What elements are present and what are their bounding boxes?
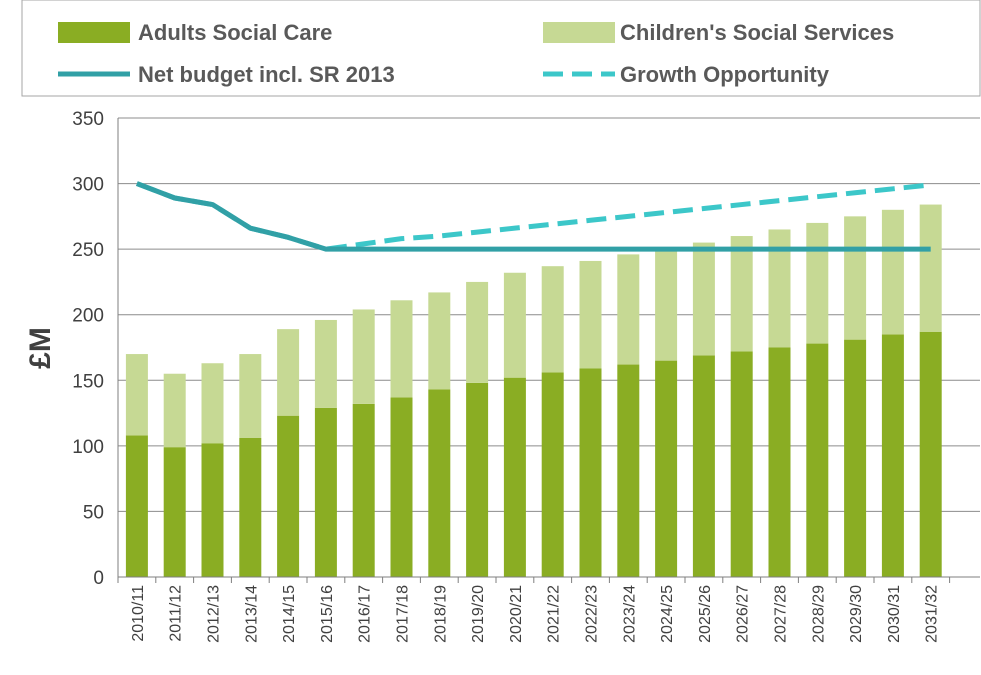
y-axis-label: £M	[24, 327, 57, 369]
x-tick-label: 2028/29	[810, 585, 827, 643]
bar-childrens-social-services	[503, 272, 526, 378]
bar-childrens-social-services	[466, 281, 489, 383]
bar-adults-social-care	[919, 331, 942, 577]
bar-childrens-social-services	[125, 354, 148, 436]
bar-adults-social-care	[881, 334, 904, 577]
x-tick-label: 2027/28	[773, 585, 790, 643]
bar-adults-social-care	[125, 435, 148, 577]
bar-adults-social-care	[314, 407, 337, 577]
bar-adults-social-care	[806, 343, 829, 577]
x-tick-label: 2020/21	[508, 585, 525, 643]
bar-childrens-social-services	[239, 354, 262, 438]
bar-childrens-social-services	[390, 300, 413, 398]
x-tick-label: 2016/17	[357, 585, 374, 643]
x-tick-label: 2019/20	[470, 585, 487, 643]
y-tick-label: 150	[72, 371, 104, 392]
x-tick-label: 2026/27	[735, 585, 752, 643]
x-tick-label: 2011/12	[168, 585, 185, 642]
bar-childrens-social-services	[730, 236, 753, 352]
x-tick-label: 2031/32	[924, 585, 941, 643]
x-tick-label: 2017/18	[395, 585, 412, 643]
bar-adults-social-care	[692, 355, 715, 577]
y-tick-label: 250	[72, 240, 104, 261]
bar-adults-social-care	[541, 372, 564, 577]
axes	[117, 118, 980, 583]
x-tick-label: 2015/16	[319, 585, 336, 643]
bar-adults-social-care	[844, 339, 867, 577]
bar-childrens-social-services	[314, 319, 337, 408]
bar-adults-social-care	[579, 368, 602, 577]
line-net-budget	[136, 181, 931, 252]
bar-adults-social-care	[655, 360, 678, 577]
x-tick-label: 2024/25	[659, 585, 676, 643]
legend-label-net-budget: Net budget incl. SR 2013	[138, 62, 395, 87]
legend-swatch-children	[543, 22, 615, 43]
bar-childrens-social-services	[352, 309, 375, 404]
bar-adults-social-care	[277, 415, 300, 577]
bar-childrens-social-services	[201, 363, 224, 444]
legend-box	[21, 0, 981, 97]
bar-childrens-social-services	[541, 266, 564, 373]
x-tick-label: 2012/13	[206, 585, 223, 643]
bar-childrens-social-services	[768, 229, 791, 348]
bar-adults-social-care	[163, 447, 186, 577]
bar-childrens-social-services	[428, 292, 451, 390]
y-tick-label: 50	[83, 502, 104, 523]
x-tick-labels: 2010/11 2011/12 2012/13 2013/14 2014/15 2015/…	[130, 585, 941, 643]
x-tick-label: 2014/15	[281, 585, 298, 643]
bar-adults-social-care	[730, 351, 753, 577]
legend-label-growth: Growth Opportunity	[620, 62, 830, 87]
bar-adults-social-care	[768, 347, 791, 577]
y-tick-labels: 0 50 100 150 200 250 300 350	[72, 109, 104, 589]
bars	[125, 204, 942, 577]
legend-label-children: Children's Social Services	[620, 20, 894, 45]
lines	[136, 181, 931, 252]
y-tick-label: 100	[72, 437, 104, 458]
bar-adults-social-care	[617, 364, 640, 577]
x-tick-label: 2029/30	[848, 585, 865, 643]
bar-childrens-social-services	[844, 216, 867, 340]
x-tick-label: 2023/24	[621, 585, 638, 643]
y-tick-label: 350	[72, 109, 104, 130]
legend-label-adults: Adults Social Care	[138, 20, 332, 45]
y-tick-label: 300	[72, 175, 104, 196]
bar-adults-social-care	[390, 397, 413, 577]
x-tick-label: 2021/22	[546, 585, 563, 643]
x-tick-label: 2025/26	[697, 585, 714, 643]
bar-childrens-social-services	[277, 329, 300, 416]
x-tick-label: 2013/14	[243, 585, 260, 643]
bar-adults-social-care	[466, 382, 489, 577]
bar-adults-social-care	[503, 377, 526, 577]
bar-childrens-social-services	[881, 209, 904, 335]
bar-childrens-social-services	[692, 242, 715, 356]
x-tick-label: 2022/23	[584, 585, 601, 643]
bar-childrens-social-services	[655, 250, 678, 361]
bar-adults-social-care	[239, 437, 262, 577]
legend-swatch-adults	[58, 22, 130, 43]
bar-adults-social-care	[352, 403, 375, 577]
legend: Adults Social Care Children's Social Ser…	[21, 0, 981, 97]
bar-childrens-social-services	[617, 254, 640, 365]
x-tick-label: 2010/11	[130, 585, 147, 642]
y-tick-label: 0	[93, 568, 104, 589]
y-tick-label: 200	[72, 306, 104, 327]
bar-childrens-social-services	[579, 260, 602, 369]
bar-adults-social-care	[201, 443, 224, 577]
bar-childrens-social-services	[919, 204, 942, 332]
bar-childrens-social-services	[806, 222, 829, 344]
bar-adults-social-care	[428, 389, 451, 577]
x-tick-label: 2018/19	[432, 585, 449, 643]
x-tick-label: 2030/31	[886, 585, 903, 643]
line-growth-opportunity	[136, 181, 931, 252]
bar-childrens-social-services	[163, 373, 186, 448]
